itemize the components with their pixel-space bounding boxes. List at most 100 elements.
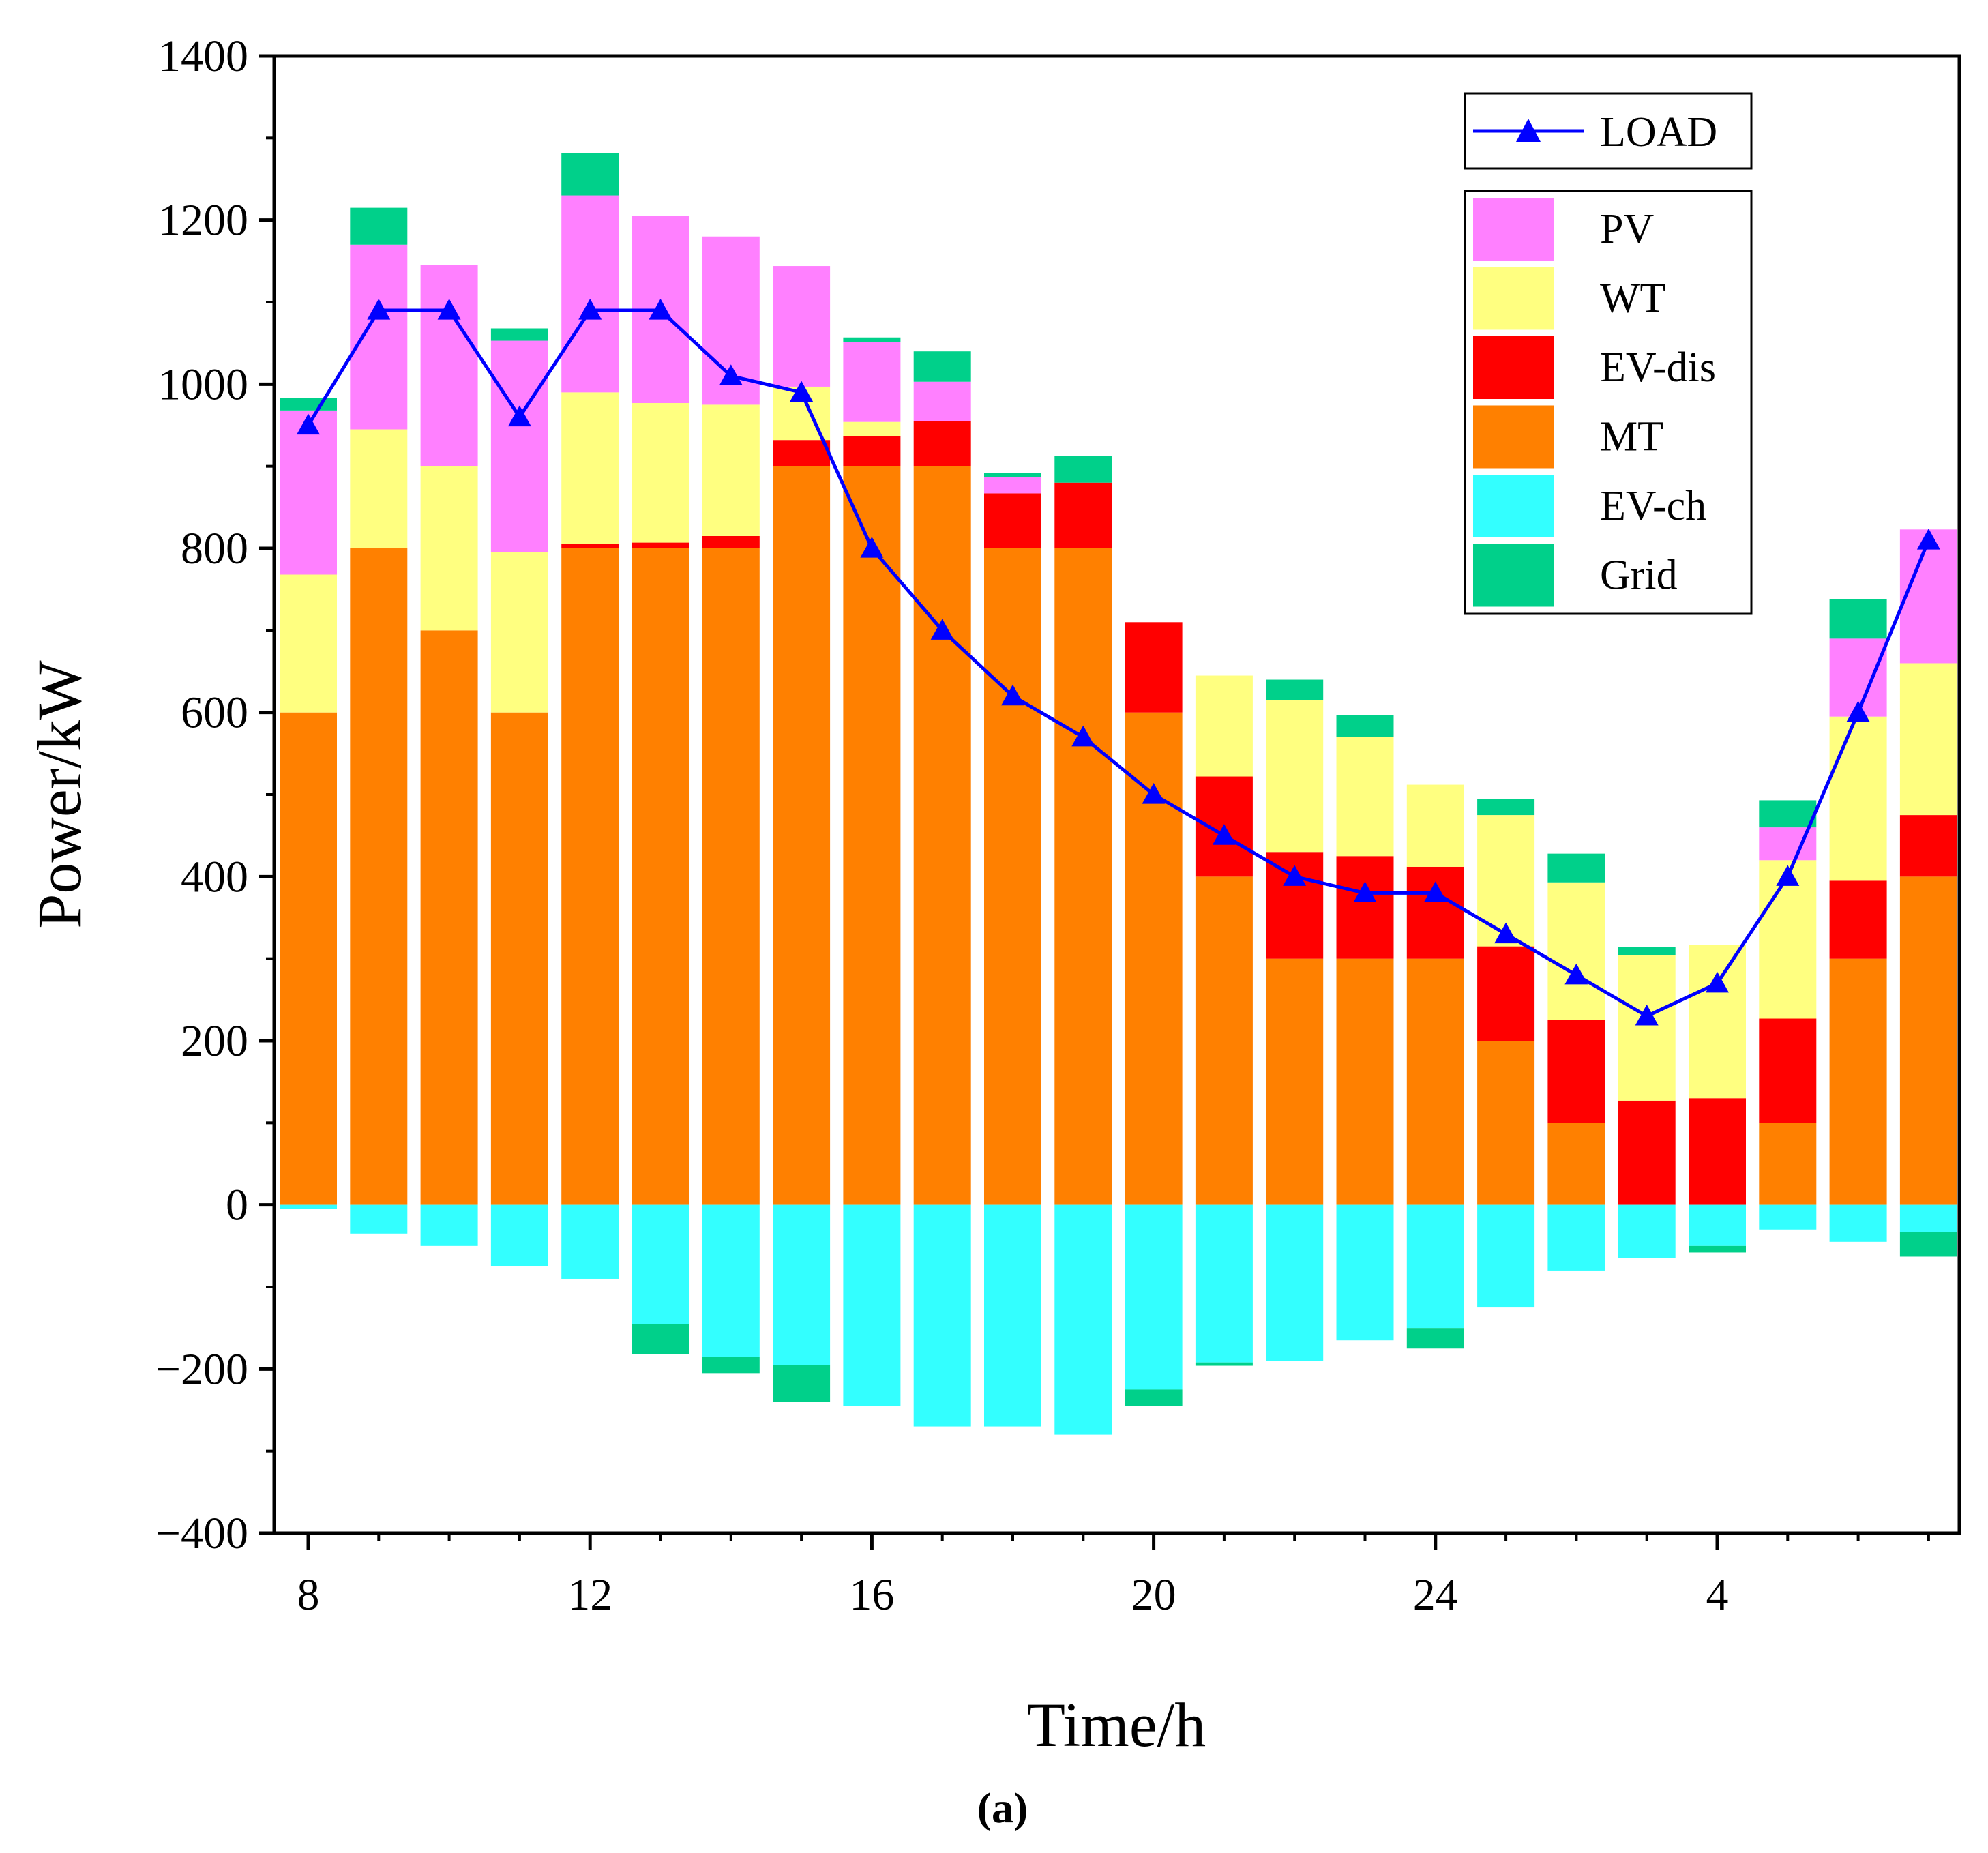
bar-wt-0 (280, 574, 337, 713)
bar-grid-pos-19 (1618, 947, 1676, 955)
bar-grid-pos-3 (490, 328, 548, 341)
bar-wt-18 (1547, 882, 1605, 1020)
bar-ev-ch-23 (1899, 1204, 1957, 1232)
bar-ev-ch-4 (561, 1204, 619, 1279)
bar-wt-23 (1899, 663, 1957, 816)
bar-pv-1 (350, 244, 408, 430)
y-tick-label-2: 0 (226, 1181, 248, 1230)
bar-mt-11 (1054, 548, 1112, 1205)
load-point-5 (649, 299, 672, 320)
bar-mt-14 (1266, 958, 1324, 1205)
bar-grid-neg-7 (773, 1365, 831, 1402)
bar-grid-neg-16 (1406, 1328, 1464, 1349)
bar-grid-pos-11 (1054, 456, 1112, 483)
bar-grid-pos-21 (1759, 800, 1817, 828)
bar-wt-15 (1336, 737, 1394, 857)
bar-grid-pos-15 (1336, 715, 1394, 737)
bar-grid-neg-12 (1125, 1389, 1183, 1406)
bar-mt-15 (1336, 958, 1394, 1205)
bar-mt-7 (773, 466, 831, 1205)
load-point-19 (1635, 1004, 1659, 1026)
bar-ev-ch-5 (632, 1204, 689, 1324)
bar-ev-dis-18 (1547, 1020, 1605, 1123)
bar-ev-dis-12 (1125, 622, 1183, 713)
legend-swatch-grid (1473, 544, 1554, 607)
bar-grid-pos-17 (1477, 799, 1535, 816)
bar-ev-ch-9 (913, 1204, 971, 1427)
load-point-9 (930, 619, 954, 640)
load-point-11 (1071, 725, 1095, 747)
bar-wt-3 (490, 552, 548, 713)
bar-mt-13 (1195, 876, 1253, 1205)
bar-ev-dis-7 (773, 440, 831, 466)
x-tick-label-4: 24 (1413, 1570, 1458, 1620)
load-point-14 (1283, 865, 1307, 886)
bar-grid-pos-8 (843, 337, 901, 342)
x-axis-title: Time/h (1027, 1690, 1206, 1760)
bar-mt-5 (632, 548, 689, 1205)
bar-ev-dis-22 (1829, 880, 1887, 959)
bar-grid-neg-6 (702, 1357, 760, 1374)
bar-ev-ch-20 (1689, 1204, 1746, 1246)
load-point-18 (1564, 963, 1588, 985)
load-point-20 (1706, 971, 1729, 993)
bar-grid-pos-14 (1266, 679, 1324, 700)
bar-ev-dis-23 (1899, 815, 1957, 877)
y-axis: −400 −200 0 200 400 600 800 1000 1200 1400 (155, 31, 274, 1558)
bar-grid-pos-10 (984, 473, 1041, 477)
bar-ev-ch-10 (984, 1204, 1041, 1427)
x-tick-label-0: 8 (297, 1570, 320, 1620)
bar-ev-dis-15 (1336, 856, 1394, 959)
legend-swatch-ev-ch (1473, 475, 1554, 537)
legend-load-swatch-marker (1516, 119, 1541, 142)
bar-wt-16 (1406, 784, 1464, 867)
y-tick-label-0: −400 (155, 1509, 248, 1558)
bar-pv-23 (1899, 529, 1957, 664)
load-point-17 (1494, 922, 1518, 944)
bar-ev-ch-8 (843, 1204, 901, 1406)
x-tick-label-5: 4 (1706, 1570, 1729, 1620)
load-point-3 (507, 405, 531, 427)
bar-ev-ch-6 (702, 1204, 760, 1357)
bar-wt-14 (1266, 700, 1324, 853)
legend-swatch-ev-dis (1473, 336, 1554, 399)
x-tick-label-3: 20 (1131, 1570, 1176, 1620)
legend-line-box (1464, 92, 1753, 170)
legend-label-pv: PV (1600, 206, 1654, 252)
bar-mt-4 (561, 548, 619, 1205)
bar-wt-8 (843, 421, 901, 436)
y-tick-label-8: 1200 (158, 196, 248, 246)
bar-ev-ch-11 (1054, 1204, 1112, 1435)
bar-grid-neg-23 (1899, 1232, 1957, 1257)
legend-swatch-pv (1473, 198, 1554, 261)
bar-ev-ch-18 (1547, 1204, 1605, 1271)
bar-ev-dis-4 (561, 544, 619, 548)
bar-ev-ch-19 (1618, 1204, 1676, 1258)
bar-pv-0 (280, 410, 337, 575)
bar-ev-dis-21 (1759, 1018, 1817, 1123)
load-point-1 (367, 299, 391, 320)
bar-ev-dis-17 (1477, 946, 1535, 1041)
bar-ev-ch-0 (280, 1204, 337, 1209)
bar-wt-22 (1829, 716, 1887, 881)
load-point-6 (719, 364, 743, 385)
load-point-15 (1353, 881, 1377, 902)
bar-grid-pos-0 (280, 398, 337, 411)
bar-ev-ch-17 (1477, 1204, 1535, 1308)
bar-wt-2 (420, 466, 478, 631)
bar-ev-ch-22 (1829, 1204, 1887, 1242)
load-point-10 (1001, 684, 1024, 706)
bar-pv-3 (490, 340, 548, 553)
bar-ev-ch-2 (420, 1204, 478, 1246)
bar-mt-16 (1406, 958, 1464, 1205)
y-tick-label-7: 1000 (158, 359, 248, 409)
bar-pv-9 (913, 381, 971, 421)
bar-mt-9 (913, 466, 971, 1205)
load-point-13 (1212, 824, 1236, 845)
load-point-8 (860, 537, 884, 558)
x-tick-label-2: 16 (849, 1570, 894, 1620)
bars-layer (280, 152, 1957, 1435)
bar-ev-ch-16 (1406, 1204, 1464, 1329)
bar-ev-dis-5 (632, 542, 689, 548)
bar-grid-neg-5 (632, 1324, 689, 1354)
